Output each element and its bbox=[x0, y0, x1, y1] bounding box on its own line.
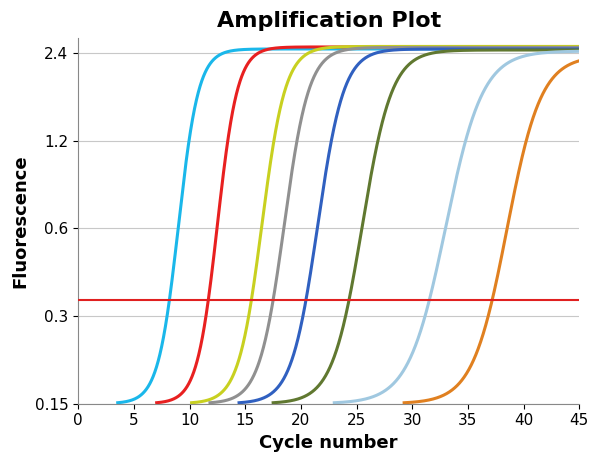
Title: Amplification Plot: Amplification Plot bbox=[217, 11, 441, 31]
X-axis label: Cycle number: Cycle number bbox=[259, 434, 398, 452]
Y-axis label: Fluorescence: Fluorescence bbox=[11, 154, 29, 288]
